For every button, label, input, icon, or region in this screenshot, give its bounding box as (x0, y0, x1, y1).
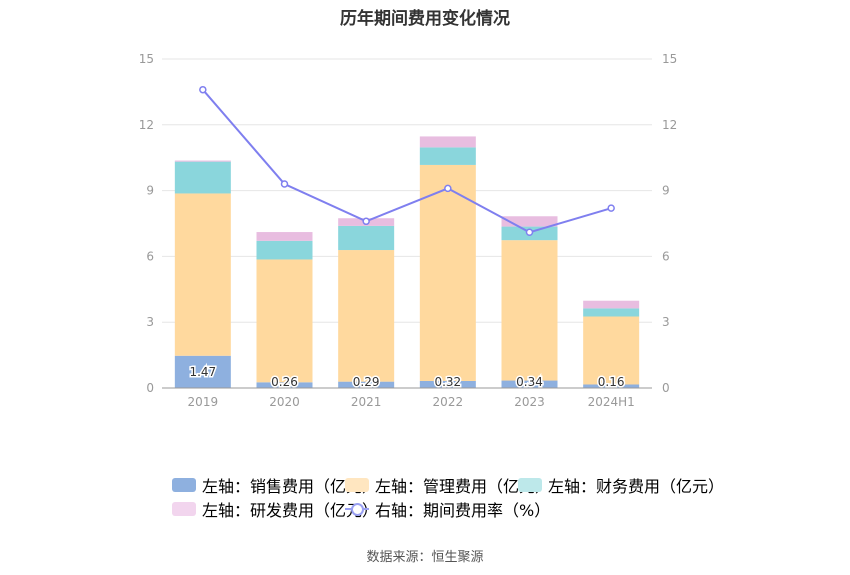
left-axis-tick-label: 12 (139, 118, 154, 132)
line-point (525, 228, 534, 237)
line-point (362, 217, 370, 226)
bar-segment (174, 355, 231, 388)
bar-segment (338, 250, 395, 382)
right-axis-tick-label: 15 (662, 52, 677, 66)
bar-value-label: 0.16 (598, 375, 625, 389)
bar-segment (419, 136, 476, 148)
legend-item[interactable]: 左轴：研发费用（亿元） (172, 497, 378, 521)
x-axis-tick-label: 2024H1 (588, 395, 635, 409)
legend-swatch (518, 478, 542, 492)
right-axis-tick-label: 0 (662, 381, 670, 395)
bar-value-label: 0.26 (271, 375, 298, 389)
bar-segment (338, 225, 395, 251)
bar-segment (501, 216, 558, 227)
bar-segment (256, 259, 313, 383)
bar-segment (583, 316, 640, 385)
x-axis-tick-label: 2023 (514, 395, 545, 409)
legend-swatch (345, 478, 369, 492)
bar-value-label: 0.29 (353, 375, 380, 389)
bar-segment (256, 240, 313, 260)
bar-segment (256, 382, 313, 388)
bar-segment (419, 147, 476, 165)
grid-lines (162, 58, 652, 323)
legend-swatch (172, 502, 196, 516)
left-axis-tick-label: 15 (139, 52, 154, 66)
chart-plot: 1.47 0.26 0.29 0.32 0.34 0.16 0 3 6 9 12 15 0 3 6 9 12 1… (139, 52, 678, 409)
bar-segment (583, 384, 640, 388)
right-axis-tick-label: 12 (662, 118, 677, 132)
bar-segment (256, 232, 313, 241)
x-axis-tick-label: 2020 (269, 395, 300, 409)
right-axis-tick-label: 3 (662, 315, 670, 329)
expense-rate-line (199, 85, 615, 237)
bar-segment (501, 380, 558, 388)
line-point (607, 204, 615, 212)
left-axis-tick-label: 6 (146, 249, 154, 263)
right-axis-tick-label: 6 (662, 249, 670, 263)
bar-segment (174, 161, 231, 194)
bar-segment (583, 300, 640, 309)
line-path (202, 89, 612, 234)
line-point (444, 184, 452, 193)
bar-segment (583, 308, 640, 317)
legend-item[interactable]: 左轴：管理费用（亿元） (345, 473, 551, 497)
x-axis-tick-label: 2021 (351, 395, 382, 409)
legend-swatch (172, 478, 196, 492)
chart-title: 历年期间费用变化情况 (340, 9, 510, 29)
right-axis-tick-label: 9 (662, 184, 670, 198)
left-axis-tick-label: 9 (146, 184, 154, 198)
bar-value-label: 1.47 (189, 365, 216, 379)
bar-segment (174, 160, 231, 162)
bar-value-label: 0.32 (434, 375, 461, 389)
bar-segment (338, 381, 395, 388)
line-point (199, 85, 207, 94)
left-axis-tick-label: 3 (146, 315, 154, 329)
bar-segment (419, 164, 476, 381)
bar-value-labels: 1.47 0.26 0.29 0.32 0.34 0.16 (188, 363, 626, 390)
legend-label: 左轴：管理费用（亿元） (375, 477, 552, 496)
line-point (280, 180, 289, 188)
data-source: 数据来源：恒生聚源 (366, 550, 484, 565)
bar-stacks (174, 136, 640, 388)
bar-value-label: 0.34 (516, 375, 543, 389)
bar-segment (174, 193, 231, 356)
bar-segment (501, 240, 558, 381)
x-axis-tick-label: 2022 (433, 395, 464, 409)
legend-item[interactable]: 左轴：财务费用（亿元） (518, 473, 724, 497)
bar-segment (419, 380, 476, 388)
axes: 0 3 6 9 12 15 0 3 6 9 12 15 2019 2020 2021 2022 2023 2024… (139, 52, 678, 409)
legend-label: 左轴：销售费用（亿元） (202, 477, 379, 496)
legend-item[interactable]: 左轴：销售费用（亿元） (172, 473, 378, 497)
legend-label: 左轴：财务费用（亿元） (548, 477, 725, 496)
legend-item[interactable]: 右轴：期间费用率（%） (345, 497, 550, 521)
legend-label: 右轴：期间费用率（%） (375, 501, 551, 520)
legend-label: 左轴：研发费用（亿元） (202, 501, 379, 520)
legend-line-swatch (345, 502, 369, 516)
left-axis-tick-label: 0 (146, 381, 154, 395)
x-axis-tick-label: 2019 (188, 395, 219, 409)
